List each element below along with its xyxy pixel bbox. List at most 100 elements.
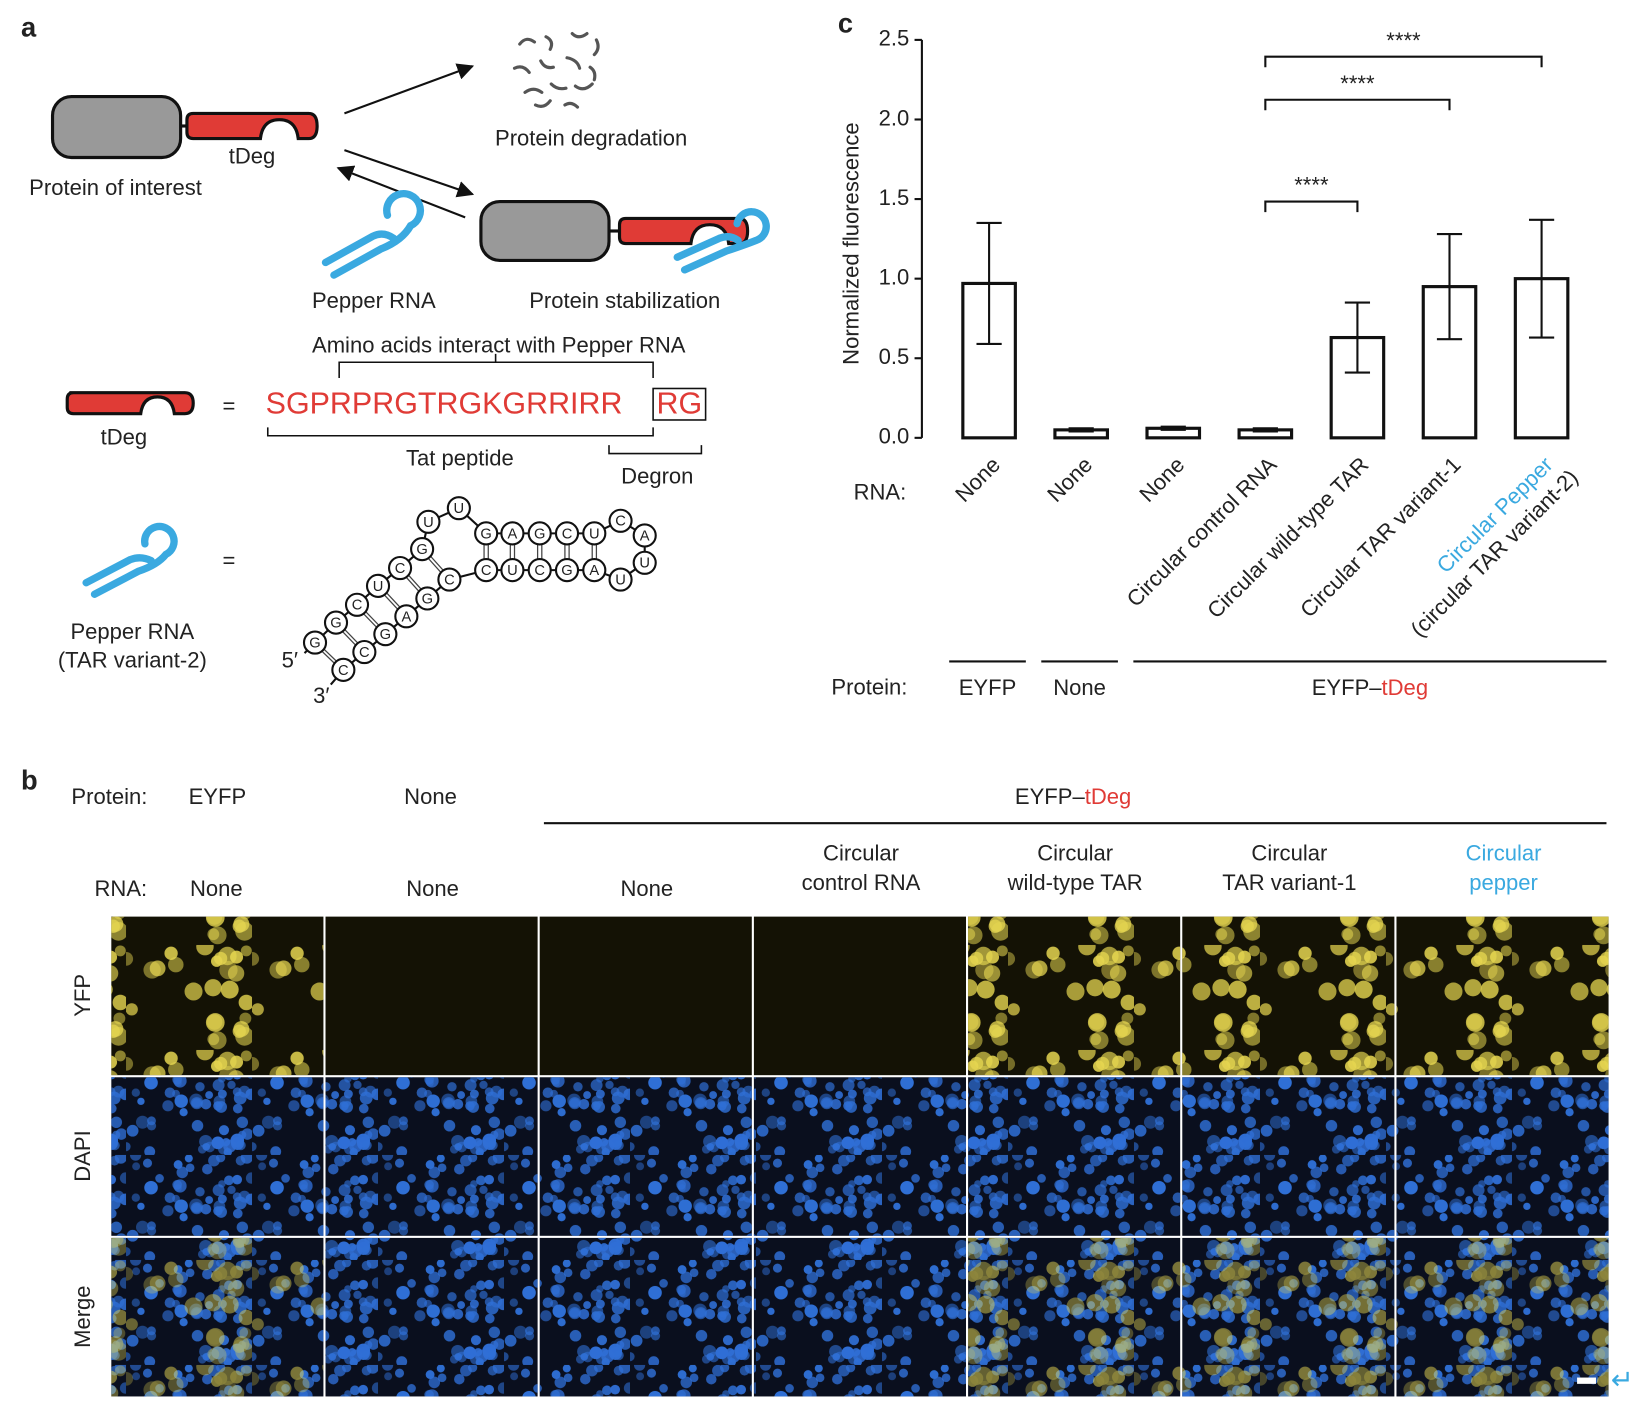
protein-name: None [1053,675,1106,700]
tdeg-shape [65,391,195,416]
protein-group: None [1053,675,1106,700]
panel-a: tDeg Protein of interest Protein degrada… [29,32,770,708]
nucleotide [323,610,349,635]
label: 3′ [313,683,329,708]
dapi-signal [325,1077,538,1236]
nucleotide-letter: A [640,528,650,544]
pepper-icon [82,522,178,598]
y-tick-label: 0.5 [879,344,910,369]
label: Amino acids interact with Pepper RNA [312,332,686,357]
protein-tag: tDeg [1382,675,1429,700]
nucleotide [365,573,391,598]
nucleotide-letter: G [422,591,433,607]
nucleotide [500,558,525,583]
nucleotide [608,508,633,533]
nucleotide-letter: U [507,563,518,579]
nucleotide-letter: A [508,526,518,542]
nucleotide-letter: G [309,636,320,652]
micrograph [325,916,538,1076]
nucleotide-letter: U [454,501,465,517]
arrow [344,63,475,115]
yfp-signal [968,916,1181,1076]
bracket [266,427,654,437]
protein-name: EYFP [959,675,1017,700]
nucleotide [632,523,657,548]
significance-bracket [1264,55,1543,68]
nucleotide-letter: C [352,598,363,614]
label: = [222,548,235,573]
x-tick-label: None [950,452,1005,507]
backbone [314,506,646,671]
nucleotide-letter: G [416,542,427,558]
degron-box [652,387,707,421]
protein-name-part: EYFP– [1015,784,1086,809]
nucleotide [527,558,552,583]
label: Tat peptide [406,446,514,471]
nucleotide [302,630,328,655]
nucleotide-letter: C [615,514,626,530]
protein-name: EYFP– [1312,675,1383,700]
x-tick-label: Circular wild-type TAR [1202,452,1373,623]
nucleotide [416,509,441,534]
y-tick-label: 1.0 [879,264,910,289]
rna-label: RNA: [95,876,148,901]
tdeg-shape [617,216,750,246]
nucleotide [446,496,471,521]
pepper-icon [673,208,770,274]
nucleotide-letter: C [481,563,492,579]
fragments [512,32,600,109]
yfp-signal [111,916,324,1076]
yfp-signal [111,1237,324,1397]
scale-bar [1577,1377,1596,1384]
yfp-signal [1182,916,1395,1076]
rna-name: TAR variant-1 [1222,870,1356,895]
chart: 0.0 0.5 1.0 1.5 2.0 2.5 Normalized fluorescenc… [831,26,1607,700]
nucleotide [582,558,607,583]
rna-name: None [406,876,459,901]
x-tick-label: Circular control RNA [1122,452,1282,612]
nucleotide [554,558,580,583]
dapi-signal [539,1077,752,1236]
dapi-signal [539,1237,752,1397]
protein-name: EYFP–tDeg [1015,784,1131,809]
label: Pepper RNA [70,619,194,644]
y-tick-label: 2.0 [879,105,910,130]
rna-name: Circular [1037,840,1113,865]
protein-tag: tDeg [1085,784,1132,809]
sequence: SGPRPRGTRGKGRRIRR [266,386,623,420]
nucleotide-letter: C [359,645,370,661]
rna-name: pepper [1469,870,1538,895]
nucleotide [344,592,370,617]
y-tick-label: 0.0 [879,424,910,449]
nucleotide-letter: G [480,526,491,542]
x-tick-label: None [1042,452,1097,507]
nucleotide-letter: C [534,563,545,579]
nucleotide-letter: G [561,563,572,579]
dapi-signal [1182,1077,1395,1236]
nucleotide [410,537,435,562]
nucleotide [437,567,462,592]
dapi-signal [753,1237,966,1397]
nucleotide [352,639,377,665]
nucleotide [474,558,499,583]
return-symbol: ↵ [1611,1364,1634,1395]
yfp-signal [968,1237,1181,1397]
rna-name: None [620,876,673,901]
arrow [344,149,475,198]
dapi-signal [111,1077,324,1236]
protein-label: Protein: [71,784,147,809]
label: = [222,393,235,418]
x-tick-label: None [1134,452,1189,507]
panel-label: a [21,12,37,43]
significance-bracket [1264,200,1359,213]
label: Pepper RNA [312,288,436,313]
protein-shape [50,95,183,160]
protein-label: Protein: [831,675,907,700]
dapi-signal [1396,1077,1609,1236]
nucleotide-letter: A [401,609,411,625]
rna-name: wild-type TAR [1007,870,1143,895]
significance-bracket [1264,98,1451,111]
bracket [338,353,654,378]
yfp-signal [1396,916,1609,1076]
